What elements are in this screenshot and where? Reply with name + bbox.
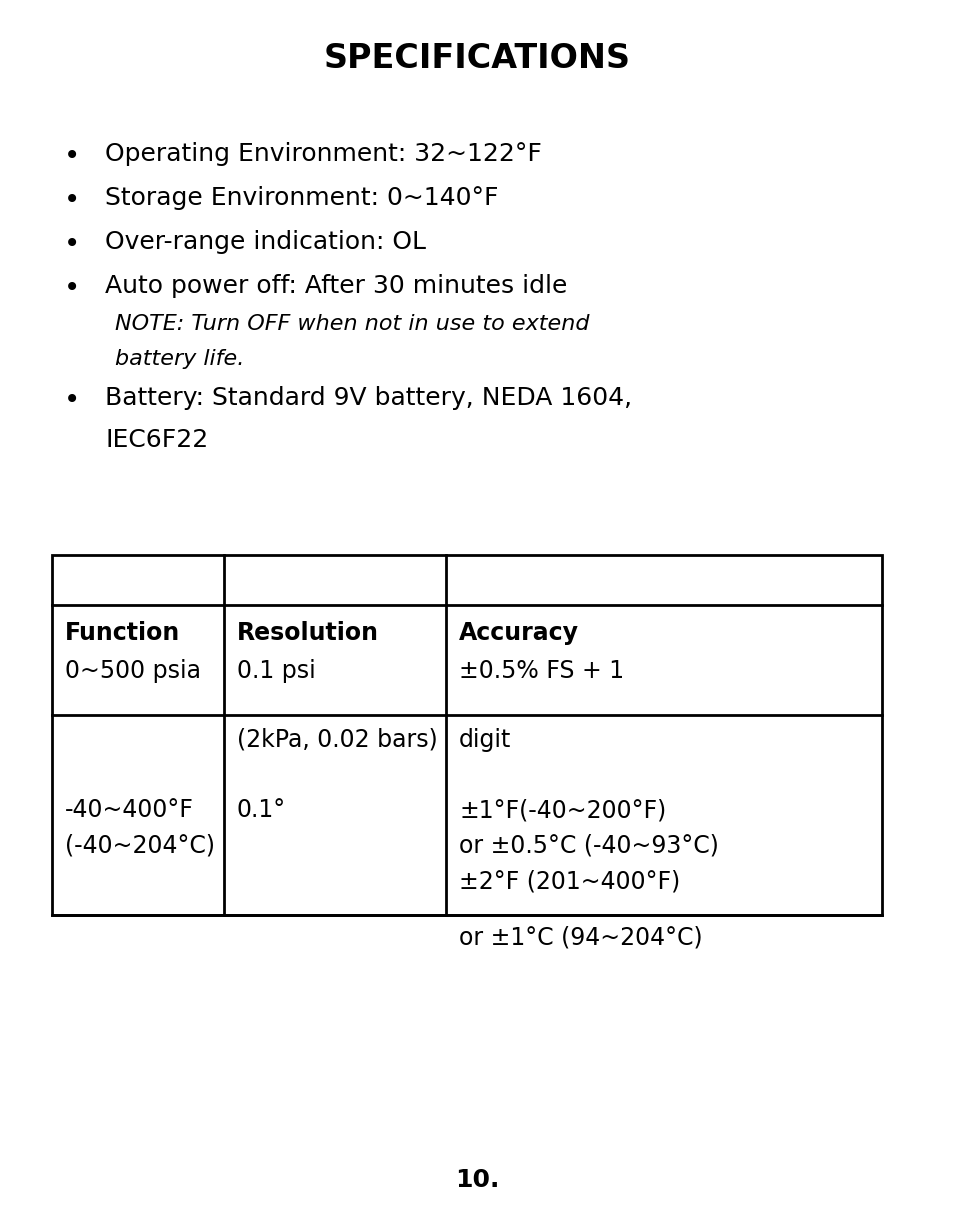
Text: or ±1°C (94~204°C): or ±1°C (94~204°C) <box>458 925 702 948</box>
Text: IEC6F22: IEC6F22 <box>105 428 208 452</box>
Text: 0~500 psia: 0~500 psia <box>65 659 201 683</box>
Text: Resolution: Resolution <box>236 621 378 645</box>
Text: 0.1°: 0.1° <box>236 798 286 822</box>
Text: NOTE: Turn OFF when not in use to extend: NOTE: Turn OFF when not in use to extend <box>115 314 589 334</box>
Text: Storage Environment: 0~140°F: Storage Environment: 0~140°F <box>105 187 498 210</box>
Text: SPECIFICATIONS: SPECIFICATIONS <box>323 42 630 75</box>
Text: ±2°F (201~400°F): ±2°F (201~400°F) <box>458 870 679 894</box>
Text: 0.1 psi: 0.1 psi <box>236 659 315 683</box>
Bar <box>52 555 882 915</box>
Text: Battery: Standard 9V battery, NEDA 1604,: Battery: Standard 9V battery, NEDA 1604, <box>105 387 632 410</box>
Text: (2kPa, 0.02 bars): (2kPa, 0.02 bars) <box>236 728 437 752</box>
Text: digit: digit <box>458 728 511 752</box>
Text: •: • <box>64 387 80 413</box>
Text: Accuracy: Accuracy <box>458 621 578 645</box>
Text: ±0.5% FS + 1: ±0.5% FS + 1 <box>458 659 623 683</box>
Text: Auto power off: After 30 minutes idle: Auto power off: After 30 minutes idle <box>105 274 567 298</box>
Text: Operating Environment: 32~122°F: Operating Environment: 32~122°F <box>105 142 541 166</box>
Text: ±1°F(-40~200°F): ±1°F(-40~200°F) <box>458 798 665 822</box>
Text: •: • <box>64 142 80 171</box>
Text: •: • <box>64 187 80 213</box>
Text: •: • <box>64 274 80 302</box>
Text: Function: Function <box>65 621 180 645</box>
Text: Over-range indication: OL: Over-range indication: OL <box>105 229 426 254</box>
Text: -40~400°F: -40~400°F <box>65 798 193 822</box>
Text: (-40~204°C): (-40~204°C) <box>65 834 214 858</box>
Text: 10.: 10. <box>455 1168 498 1191</box>
Text: battery life.: battery life. <box>115 348 244 369</box>
Text: or ±0.5°C (-40~93°C): or ±0.5°C (-40~93°C) <box>458 834 719 858</box>
Text: •: • <box>64 229 80 258</box>
